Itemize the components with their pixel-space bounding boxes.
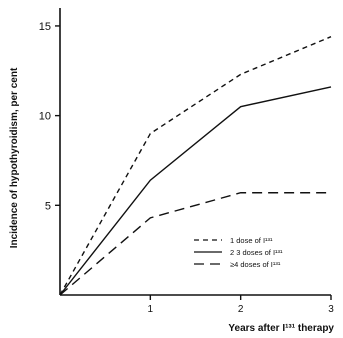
series-line-3 — [59, 192, 331, 296]
x-tick-label: 3 — [328, 304, 334, 315]
x-tick-label: 1 — [148, 304, 154, 315]
y-tick-label: 10 — [39, 111, 51, 123]
series-line-1 — [59, 36, 332, 296]
series-line-2 — [59, 86, 332, 296]
x-tick-label: 2 — [238, 304, 244, 315]
series-lines — [59, 36, 332, 296]
y-axis-label: Incidence of hypothyroidism, per cent — [9, 67, 20, 248]
x-axis-label: Years after I¹³¹ therapy — [228, 323, 334, 334]
y-tick-label: 15 — [39, 21, 51, 33]
axes — [55, 8, 332, 300]
y-tick-label: 5 — [45, 200, 51, 212]
legend: 1 dose of I¹³¹ 2 3 doses of I¹³¹ ≥4 doses … — [194, 236, 283, 269]
legend-label-2: 2 3 doses of I¹³¹ — [230, 248, 283, 257]
tick-labels: 1 2 3 5 10 15 — [39, 21, 334, 315]
legend-label-1: 1 dose of I¹³¹ — [230, 236, 273, 245]
legend-label-3: ≥4 doses of I¹³¹ — [230, 260, 281, 269]
